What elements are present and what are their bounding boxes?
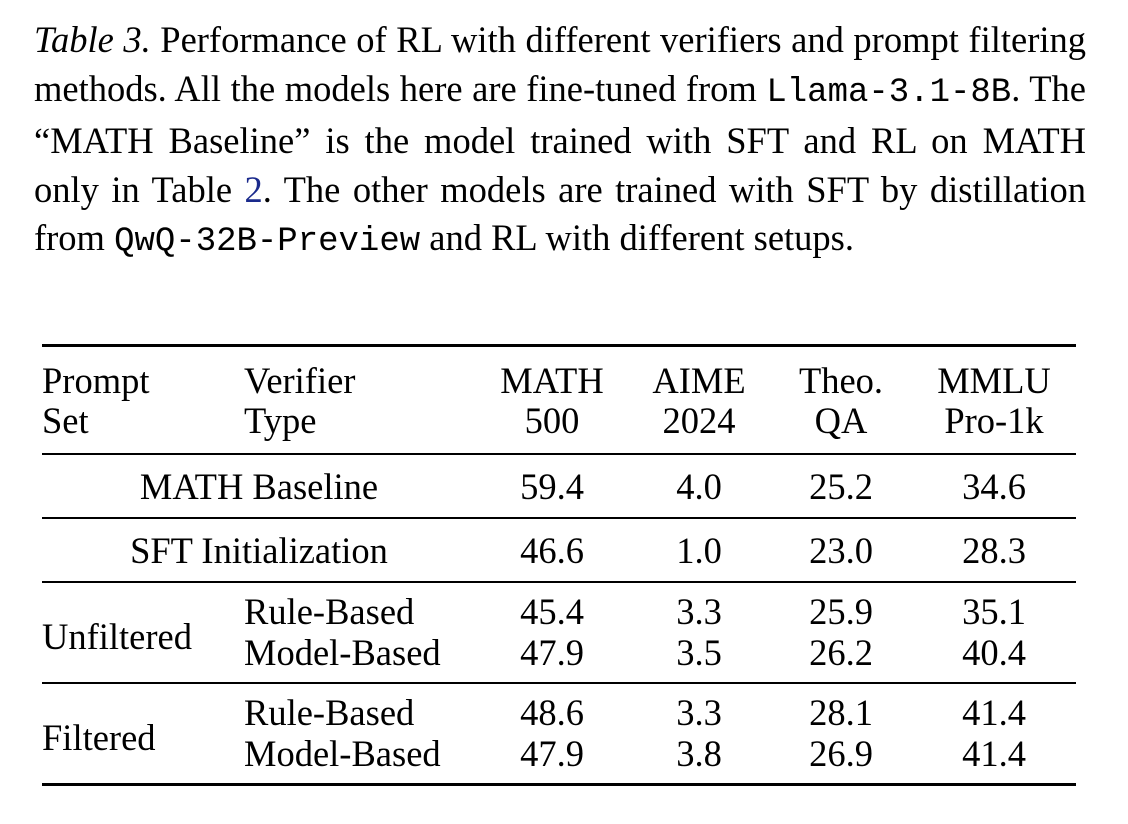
table-row-filtered-model: Model-Based 47.9 3.8 26.9 41.4 xyxy=(42,733,1076,785)
group-label-filtered: Filtered xyxy=(42,717,156,758)
cell-math500: 46.6 xyxy=(520,529,584,571)
cell-theoqa: 26.2 xyxy=(809,632,873,673)
table-row-unfiltered-rule: Unfiltered Rule-Based 45.4 3.3 25.9 35.1 xyxy=(42,582,1076,657)
header-mmlu-pro: MMLU Pro-1k xyxy=(937,360,1051,441)
table-row-math-baseline: MATH Baseline 59.4 4.0 25.2 34.6 xyxy=(42,454,1076,518)
cell-theoqa: 23.0 xyxy=(809,529,873,571)
row-label: SFT Initialization xyxy=(130,529,388,571)
caption-model-teacher: QwQ-32B-Preview xyxy=(114,223,421,262)
group-label-unfiltered: Unfiltered xyxy=(42,616,192,657)
cell-verifier: Rule-Based xyxy=(244,692,415,733)
table-caption: Table 3. Performance of RL with differen… xyxy=(34,16,1086,267)
cell-aime: 1.0 xyxy=(676,529,722,571)
table-row-filtered-rule: Filtered Rule-Based 48.6 3.3 28.1 41.4 xyxy=(42,683,1076,758)
cell-aime: 3.3 xyxy=(676,591,722,632)
caption-label: Table 3. xyxy=(34,19,151,60)
header-prompt-set: Prompt Set xyxy=(42,360,150,441)
cell-mmlu: 34.6 xyxy=(962,465,1026,507)
cell-mmlu: 40.4 xyxy=(962,632,1026,673)
row-label: MATH Baseline xyxy=(139,465,379,507)
cell-mmlu: 35.1 xyxy=(962,591,1026,632)
caption-text-2: . The “MATH Baseline” is the model train… xyxy=(34,67,1086,210)
cell-mmlu-best: 41.4 xyxy=(962,692,1026,733)
cell-aime-best: 3.8 xyxy=(676,733,722,774)
cell-aime: 4.0 xyxy=(676,465,722,507)
cell-mmlu-best: 41.4 xyxy=(962,733,1026,774)
cell-math500: 47.9 xyxy=(520,632,584,673)
header-aime2024: AIME 2024 xyxy=(652,360,746,441)
caption-text-3: . The other models are trained with SFT … xyxy=(34,168,1086,259)
results-table: Prompt Set Verifier Type MATH 500 AIME 2024 … xyxy=(42,344,1076,786)
cell-math500: 59.4 xyxy=(520,465,584,507)
header-theoqa: Theo. QA xyxy=(798,360,884,441)
cell-theoqa: 25.2 xyxy=(809,465,873,507)
table-row-sft-init: SFT Initialization 46.6 1.0 23.0 28.3 xyxy=(42,518,1076,582)
cell-theoqa-best: 28.1 xyxy=(809,692,873,733)
table-reference-link[interactable]: 2 xyxy=(244,168,263,210)
cell-theoqa: 25.9 xyxy=(809,591,873,632)
cell-verifier: Model-Based xyxy=(244,632,441,673)
caption-text-1: Performance of RL with different verifie… xyxy=(34,19,1086,109)
table-row-unfiltered-model: Model-Based 47.9 3.5 26.2 40.4 xyxy=(42,632,1076,683)
header-math500: MATH 500 xyxy=(500,360,604,441)
cell-verifier: Model-Based xyxy=(244,733,441,774)
cell-mmlu: 28.3 xyxy=(962,529,1026,571)
cell-math500: 45.4 xyxy=(520,591,584,632)
header-verifier-type: Verifier Type xyxy=(244,360,356,441)
header-row: Prompt Set Verifier Type MATH 500 AIME 2024 … xyxy=(42,345,1076,454)
cell-theoqa: 26.9 xyxy=(809,733,873,774)
cell-verifier: Rule-Based xyxy=(244,591,415,632)
cell-math500: 47.9 xyxy=(520,733,584,774)
cell-aime: 3.5 xyxy=(676,632,722,673)
cell-aime: 3.3 xyxy=(676,692,722,733)
caption-model-base: Llama-3.1-8B xyxy=(766,73,1012,112)
caption-text-4: and RL with different setups. xyxy=(420,217,855,259)
cell-math500-best: 48.6 xyxy=(520,692,584,733)
